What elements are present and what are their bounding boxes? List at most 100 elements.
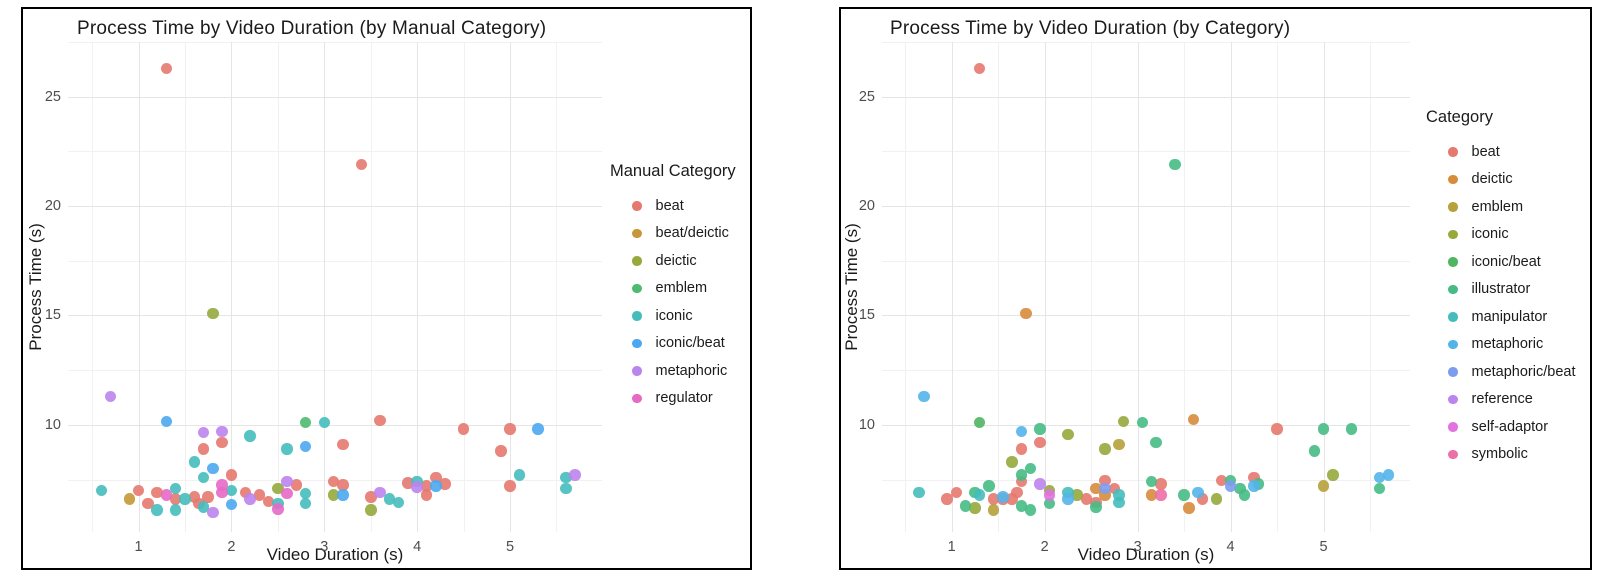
- data-point: [169, 504, 182, 516]
- data-point: [457, 423, 470, 435]
- legend-swatch-dot: [632, 393, 642, 403]
- legend-items: beat deictic emblem iconic iconic/beat illust…: [1426, 138, 1575, 468]
- data-point: [1015, 469, 1028, 481]
- legend-item: deictic: [1426, 166, 1575, 194]
- data-point: [402, 477, 414, 489]
- data-point: [1117, 415, 1130, 428]
- legend-swatch-dot: [1448, 449, 1458, 459]
- y-tick-label: 25: [44, 88, 61, 105]
- data-point: [207, 462, 219, 475]
- data-point: [420, 489, 433, 501]
- data-point: [1113, 438, 1125, 451]
- data-point: [1034, 423, 1046, 435]
- data-point: [1373, 471, 1386, 484]
- data-point: [1113, 489, 1125, 501]
- data-point: [207, 307, 219, 319]
- legend-item: symbolic: [1426, 441, 1575, 469]
- legend-item-label: manipulator: [1471, 308, 1548, 325]
- data-point: [1196, 493, 1209, 505]
- data-point: [1145, 489, 1158, 501]
- x-minor-gridline: [1184, 42, 1186, 532]
- data-point: [262, 495, 275, 508]
- y-major-gridline: [882, 206, 1410, 208]
- data-point: [439, 478, 451, 490]
- legend-item-label: iconic: [1471, 226, 1509, 243]
- data-point: [225, 484, 238, 497]
- data-point: [151, 486, 163, 499]
- legend-item: iconic/beat: [610, 330, 736, 358]
- x-tick-label: 1: [947, 539, 956, 555]
- data-point: [244, 430, 256, 442]
- data-point: [281, 475, 293, 488]
- x-tick-label: 4: [1226, 539, 1235, 555]
- legend-swatch-dot: [632, 366, 642, 376]
- y-minor-gridline: [882, 151, 1410, 153]
- legend-swatch-dot: [1448, 394, 1458, 404]
- legend-item-label: illustrator: [1471, 281, 1531, 298]
- data-point: [281, 443, 293, 455]
- data-point: [1099, 474, 1111, 487]
- data-point: [1015, 443, 1028, 455]
- y-axis-title: Process Time (s): [26, 223, 45, 351]
- data-point: [355, 158, 368, 171]
- y-major-gridline: [68, 96, 602, 98]
- x-minor-gridline: [92, 42, 94, 532]
- x-tick-label: 3: [320, 539, 329, 555]
- data-point: [941, 493, 953, 505]
- legend-swatch-dot: [1448, 422, 1458, 432]
- data-point: [132, 484, 145, 497]
- data-point: [1034, 478, 1046, 490]
- data-point: [1234, 482, 1246, 494]
- y-major-gridline: [68, 315, 602, 317]
- data-point: [299, 416, 312, 429]
- data-point: [299, 497, 312, 510]
- legend-swatch-dot: [1448, 229, 1458, 239]
- data-point: [337, 479, 349, 491]
- data-point: [1113, 496, 1125, 509]
- y-minor-gridline: [68, 260, 602, 262]
- x-major-gridline: [951, 42, 953, 532]
- x-minor-gridline: [905, 42, 907, 532]
- data-point: [495, 445, 507, 457]
- data-point: [430, 480, 442, 492]
- data-point: [365, 491, 377, 503]
- y-major-gridline: [882, 315, 1410, 317]
- data-point: [142, 497, 154, 510]
- data-point: [1183, 502, 1195, 514]
- data-point: [913, 486, 925, 499]
- legend-swatch-dot: [1448, 257, 1458, 267]
- data-point: [987, 504, 1000, 516]
- data-point: [1136, 416, 1149, 429]
- legend-item: self-adaptor: [1426, 413, 1575, 441]
- x-major-gridline: [417, 42, 419, 532]
- data-point: [1145, 475, 1158, 488]
- x-tick-label: 2: [1040, 539, 1049, 555]
- data-point: [987, 493, 1000, 505]
- data-point: [197, 501, 210, 513]
- data-point: [1345, 423, 1358, 435]
- data-point: [327, 489, 340, 501]
- data-point: [1071, 489, 1083, 501]
- x-major-gridline: [324, 42, 326, 532]
- x-major-gridline: [1323, 42, 1325, 532]
- x-tick-label: 2: [227, 539, 236, 555]
- data-point: [160, 62, 173, 74]
- data-point: [973, 489, 986, 501]
- data-point: [104, 390, 117, 403]
- data-point: [160, 415, 173, 428]
- legend-swatch-dot: [1448, 202, 1458, 212]
- data-point: [1006, 493, 1018, 505]
- legend-item: beat: [610, 192, 736, 220]
- data-point: [1248, 480, 1260, 492]
- plot-area: [68, 42, 602, 532]
- data-point: [179, 493, 191, 505]
- data-point: [1011, 486, 1023, 499]
- data-point: [1187, 413, 1200, 426]
- data-point: [374, 414, 386, 427]
- data-point: [969, 502, 981, 514]
- x-major-gridline: [1044, 42, 1046, 532]
- data-point: [1020, 307, 1032, 319]
- y-tick-label: 10: [44, 416, 61, 433]
- data-point: [532, 423, 544, 435]
- data-point: [1024, 462, 1037, 475]
